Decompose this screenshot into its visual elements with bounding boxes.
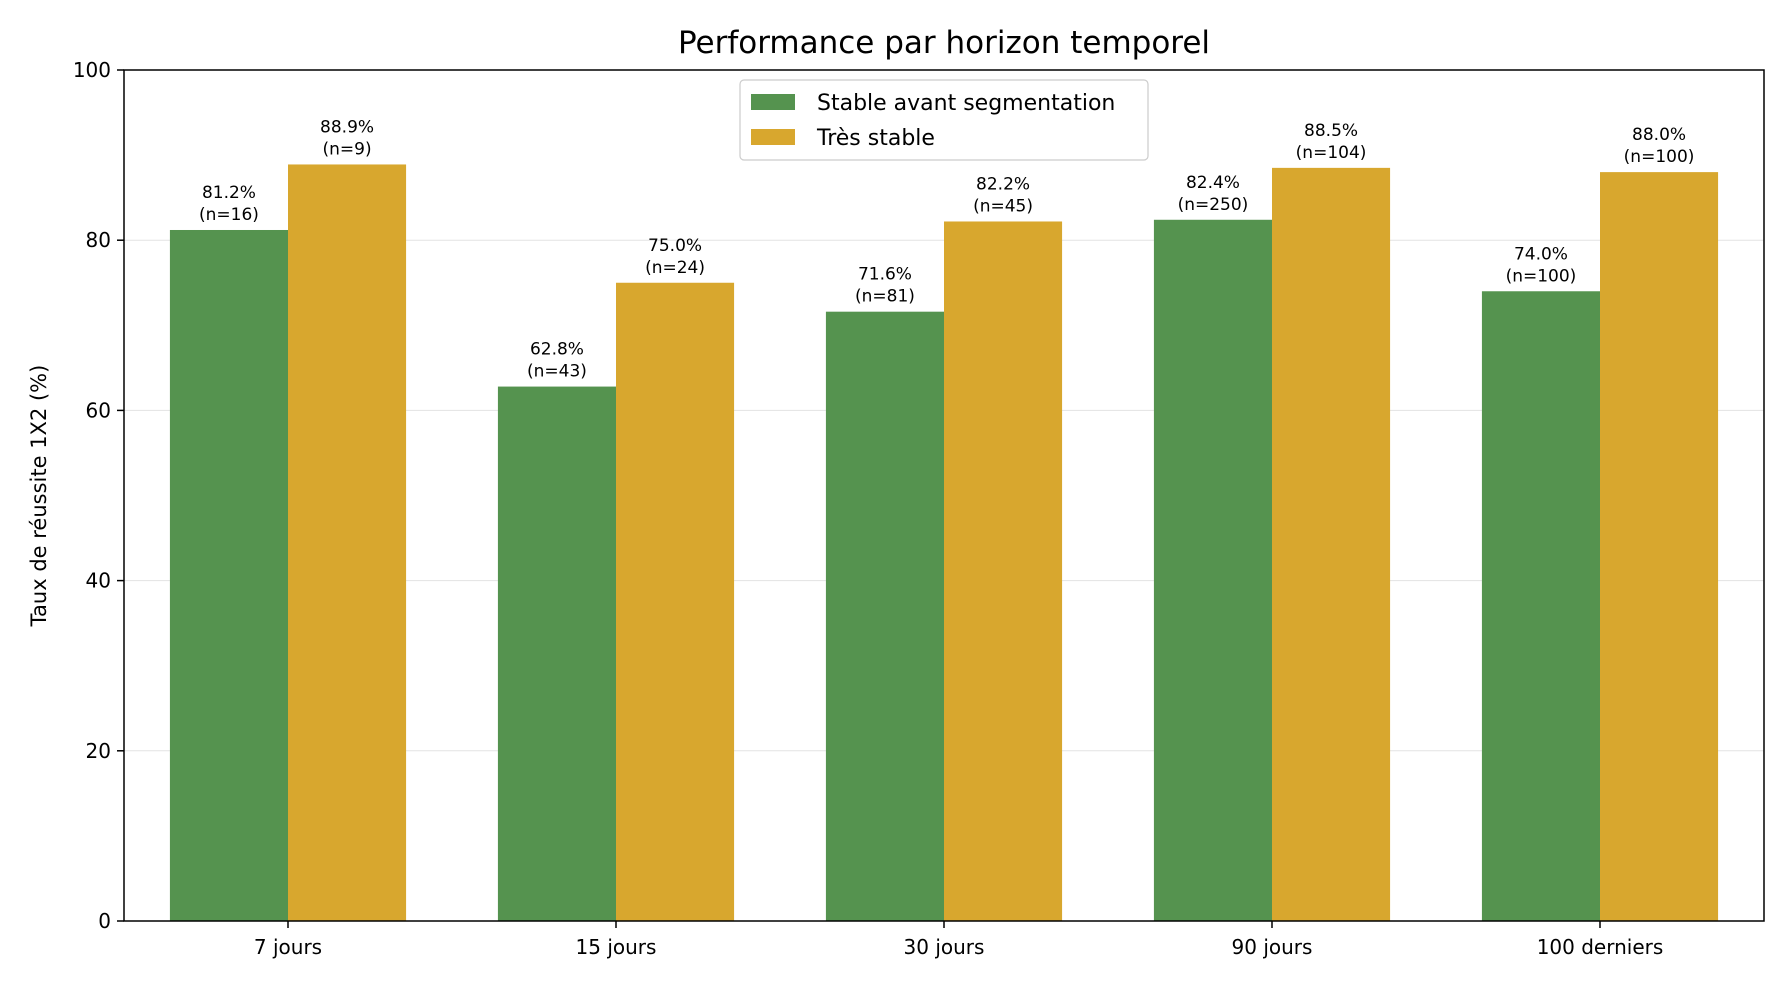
y-tick-label: 80	[86, 228, 111, 252]
bar	[288, 164, 407, 921]
bar	[1600, 172, 1719, 921]
bar-value-label: 74.0%	[1514, 244, 1568, 264]
y-tick-label: 0	[98, 909, 111, 933]
y-tick-label: 20	[86, 739, 111, 763]
bar-value-label: 88.9%	[320, 117, 374, 137]
bar	[497, 386, 616, 921]
bar	[1153, 219, 1272, 921]
y-tick-label: 40	[86, 569, 111, 593]
bar	[169, 229, 288, 921]
bar-count-label: (n=100)	[1506, 266, 1577, 286]
legend-label: Stable avant segmentation	[817, 91, 1115, 116]
bar-value-label: 88.5%	[1304, 121, 1358, 141]
legend-box	[739, 79, 1149, 161]
bar-count-label: (n=81)	[855, 287, 915, 307]
bar-count-label: (n=43)	[527, 362, 587, 382]
y-axis-label: Taux de réussite 1X2 (%)	[27, 365, 51, 628]
x-tick-label: 30 jours	[904, 935, 985, 959]
x-tick-label: 90 jours	[1232, 935, 1313, 959]
legend: Stable avant segmentation Très stable	[739, 79, 1149, 161]
x-axis: 7 jours 15 jours 30 jours 90 jours 100 derni…	[254, 921, 1663, 959]
bar-count-label: (n=24)	[645, 258, 705, 278]
x-tick-label: 7 jours	[254, 935, 322, 959]
bar-value-label: 82.2%	[976, 174, 1030, 194]
bars	[169, 164, 1719, 922]
x-tick-label: 15 jours	[576, 935, 657, 959]
bar	[1272, 167, 1391, 922]
bar-value-labels: 81.2%(n=16)88.9%(n=9)62.8%(n=43)75.0%(n=…	[199, 117, 1694, 381]
legend-swatch	[751, 129, 795, 145]
bar-value-label: 88.0%	[1632, 125, 1686, 145]
bar-count-label: (n=45)	[973, 196, 1033, 216]
chart-title: Performance par horizon temporel	[678, 25, 1210, 61]
y-axis: 0 20 40 60 80 100	[73, 58, 124, 933]
bar	[1481, 291, 1600, 921]
bar-count-label: (n=100)	[1624, 147, 1695, 167]
bar	[944, 221, 1063, 921]
bar-count-label: (n=104)	[1296, 143, 1367, 163]
bar-value-label: 71.6%	[858, 265, 912, 285]
y-tick-label: 60	[86, 398, 111, 422]
bar-count-label: (n=16)	[199, 205, 259, 225]
bar-count-label: (n=9)	[322, 139, 371, 159]
bar	[616, 282, 735, 921]
legend-label: Très stable	[816, 126, 935, 151]
bar-value-label: 82.4%	[1186, 173, 1240, 193]
bar	[825, 311, 944, 922]
y-tick-label: 100	[73, 58, 111, 82]
legend-swatch	[751, 94, 795, 110]
bar-count-label: (n=250)	[1178, 195, 1249, 215]
x-tick-label: 100 derniers	[1537, 935, 1664, 959]
bar-value-label: 81.2%	[202, 183, 256, 203]
bar-value-label: 62.8%	[530, 340, 584, 360]
bar-value-label: 75.0%	[648, 236, 702, 256]
